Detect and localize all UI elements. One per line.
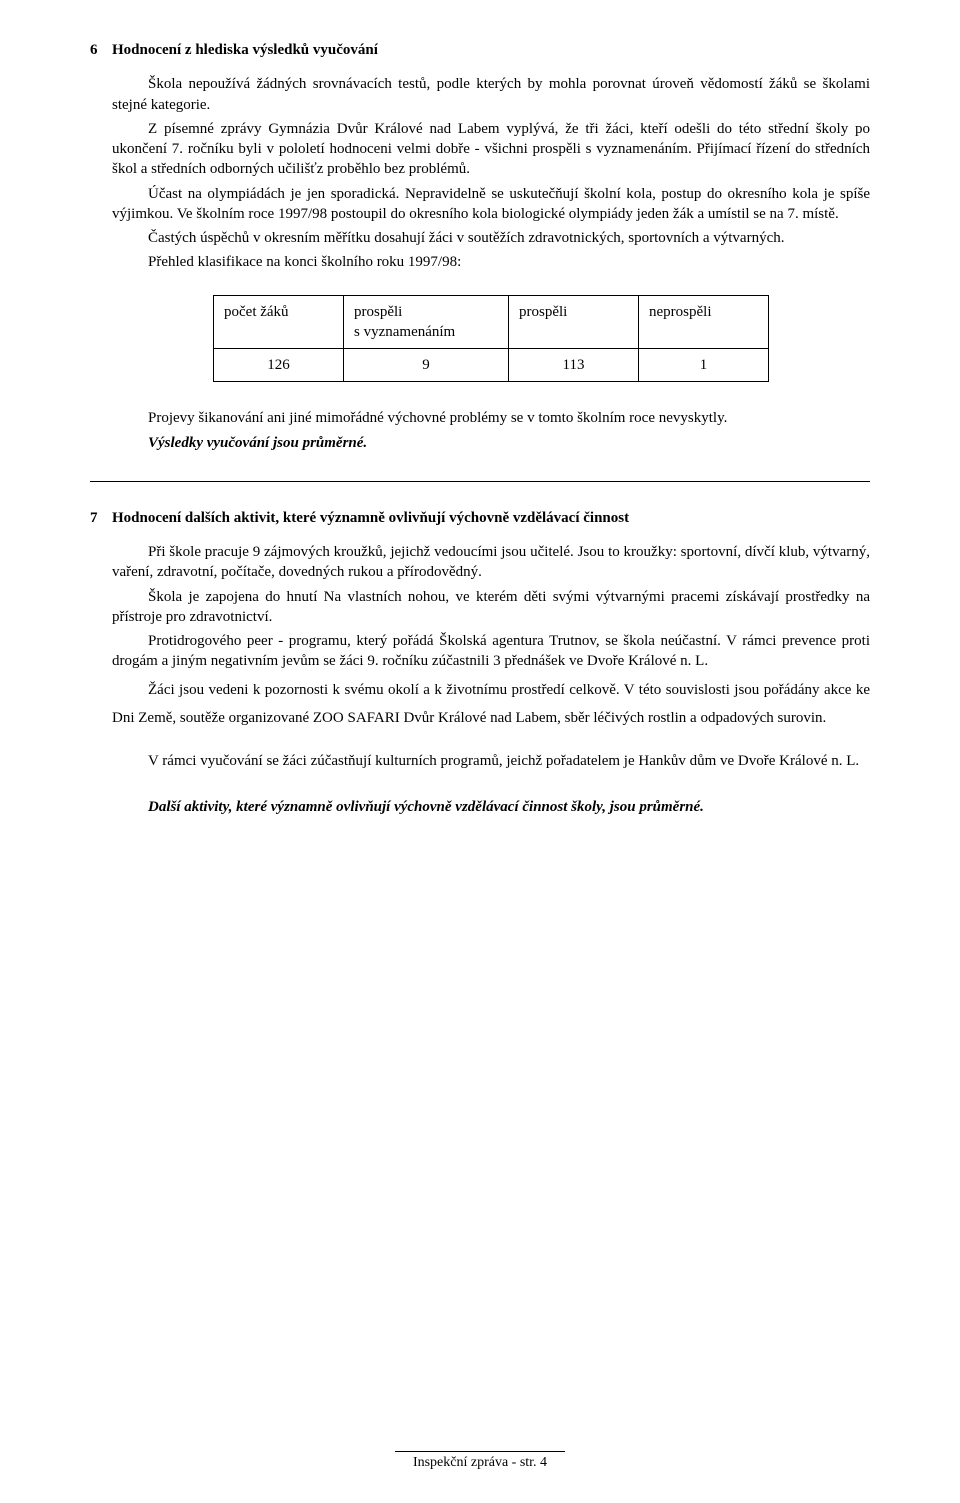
table-header-cell: prospěli [509,295,639,349]
paragraph: Účast na olympiádách je jen sporadická. … [112,184,870,225]
paragraph: Při škole pracuje 9 zájmových kroužků, j… [112,542,870,583]
page-footer: Inspekční zpráva - str. 4 [0,1451,960,1473]
paragraph: Škola nepoužívá žádných srovnávacích tes… [112,74,870,115]
table-row: 126 9 113 1 [214,349,769,382]
table-row: počet žáků prospěli s vyznamenáním prosp… [214,295,769,349]
table-header-line1: prospěli [354,304,402,320]
paragraph: Přehled klasifikace na konci školního ro… [112,252,870,272]
section-7-body: Při škole pracuje 9 zájmových kroužků, j… [90,542,870,817]
section-divider [90,481,870,482]
section-6-heading: 6 Hodnocení z hlediska výsledků vyučován… [90,40,870,60]
section-6-number: 6 [90,40,112,60]
summary-statement: Další aktivity, které významně ovlivňují… [112,797,870,817]
table-cell: 113 [509,349,639,382]
section-6-body: Škola nepoužívá žádných srovnávacích tes… [90,74,870,453]
table-header-cell: neprospěli [639,295,769,349]
section-7-number: 7 [90,508,112,528]
paragraph: Protidrogového peer - programu, který po… [112,631,870,672]
paragraph: Žáci jsou vedeni k pozornosti k svému ok… [112,676,870,733]
paragraph: Projevy šikanování ani jiné mimořádné vý… [112,408,870,428]
summary-statement: Výsledky vyučování jsou průměrné. [112,433,870,453]
paragraph: Častých úspěchů v okresním měřítku dosah… [112,228,870,248]
table-header-cell: prospěli s vyznamenáním [344,295,509,349]
section-7-title: Hodnocení dalších aktivit, které významn… [112,508,870,528]
table-cell: 126 [214,349,344,382]
section-7-heading: 7 Hodnocení dalších aktivit, které význa… [90,508,870,528]
paragraph: Z písemné zprávy Gymnázia Dvůr Králové n… [112,119,870,180]
classification-table: počet žáků prospěli s vyznamenáním prosp… [213,295,769,383]
section-6-title: Hodnocení z hlediska výsledků vyučování [112,40,870,60]
classification-table-wrap: počet žáků prospěli s vyznamenáním prosp… [112,295,870,383]
table-header-line2: s vyznamenáním [354,324,455,340]
footer-text: Inspekční zpráva - str. 4 [413,1455,547,1470]
spacer [112,737,870,747]
table-cell: 1 [639,349,769,382]
footer-divider [395,1451,565,1452]
spacer [112,779,870,797]
paragraph: V rámci vyučování se žáci zúčastňují kul… [112,747,870,776]
table-header-cell: počet žáků [214,295,344,349]
table-cell: 9 [344,349,509,382]
paragraph: Škola je zapojena do hnutí Na vlastních … [112,587,870,628]
